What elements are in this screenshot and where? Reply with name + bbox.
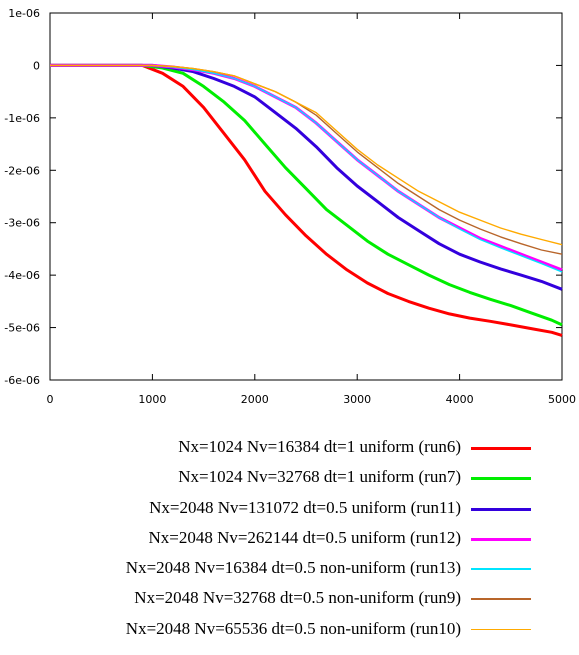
legend-swatch	[471, 477, 531, 481]
legend-item: Nx=2048 Nv=131072 dt=0.5 uniform (run11)	[0, 498, 579, 528]
series-line-2	[50, 63, 563, 291]
legend-label: Nx=1024 Nv=32768 dt=1 uniform (run7)	[178, 467, 461, 487]
y-tick-label: 1e-06	[8, 7, 40, 20]
series-line-4	[50, 64, 563, 273]
y-tick-label: -1e-06	[4, 112, 40, 125]
y-tick-label: -6e-06	[4, 374, 40, 387]
y-tick-label: -2e-06	[4, 164, 40, 177]
legend-item: Nx=2048 Nv=16384 dt=0.5 non-uniform (run…	[0, 558, 579, 588]
legend: Nx=1024 Nv=16384 dt=1 uniform (run6) Nx=1…	[0, 437, 579, 649]
legend-label: Nx=2048 Nv=16384 dt=0.5 non-uniform (run…	[125, 558, 461, 578]
line-chart: 0 1000 2000 3000 4000 5000 1e-06 0 -1e-06 -2e-06 -…	[4, 7, 576, 406]
legend-swatch	[471, 507, 531, 511]
legend-label: Nx=2048 Nv=131072 dt=0.5 uniform (run11)	[149, 497, 461, 517]
series-line-1	[50, 63, 563, 327]
legend-label: Nx=2048 Nv=65536 dt=0.5 non-uniform (run…	[125, 618, 461, 638]
legend-item: Nx=2048 Nv=32768 dt=0.5 non-uniform (run…	[0, 588, 579, 618]
series-line-5	[50, 64, 563, 255]
legend-item: Nx=2048 Nv=65536 dt=0.5 non-uniform (run…	[0, 619, 579, 649]
legend-item: Nx=2048 Nv=262144 dt=0.5 uniform (run12)	[0, 528, 579, 558]
legend-swatch	[471, 628, 531, 631]
legend-label: Nx=2048 Nv=32768 dt=0.5 non-uniform (run…	[134, 588, 461, 608]
plot-border	[49, 12, 563, 381]
legend-swatch	[471, 537, 531, 541]
x-tick-label: 2000	[241, 393, 269, 406]
series-line-3	[50, 63, 563, 272]
legend-swatch	[471, 598, 531, 600]
legend-item: Nx=1024 Nv=32768 dt=1 uniform (run7)	[0, 467, 579, 497]
y-tick-label: 0	[33, 59, 40, 72]
y-tick-label: -5e-06	[4, 322, 40, 335]
plot-area	[49, 12, 563, 381]
series-line-6	[50, 64, 563, 246]
x-tick-label: 1000	[138, 393, 166, 406]
x-tick-label: 5000	[548, 393, 576, 406]
legend-swatch	[471, 568, 531, 570]
series-line-0	[50, 63, 563, 337]
legend-item: Nx=1024 Nv=16384 dt=1 uniform (run6)	[0, 437, 579, 467]
y-tick-label: -4e-06	[4, 269, 40, 282]
legend-label: Nx=2048 Nv=262144 dt=0.5 uniform (run12)	[148, 527, 461, 547]
legend-swatch	[471, 447, 531, 450]
x-tick-label: 3000	[343, 393, 371, 406]
x-tick-label: 0	[47, 393, 54, 406]
axis-ticks: 0 1000 2000 3000 4000 5000 1e-06 0 -1e-06 -2e-06 -…	[4, 7, 576, 406]
series-lines	[50, 63, 563, 337]
legend-label: Nx=1024 Nv=16384 dt=1 uniform (run6)	[178, 437, 461, 456]
y-tick-label: -3e-06	[4, 217, 40, 230]
x-tick-label: 4000	[446, 393, 474, 406]
